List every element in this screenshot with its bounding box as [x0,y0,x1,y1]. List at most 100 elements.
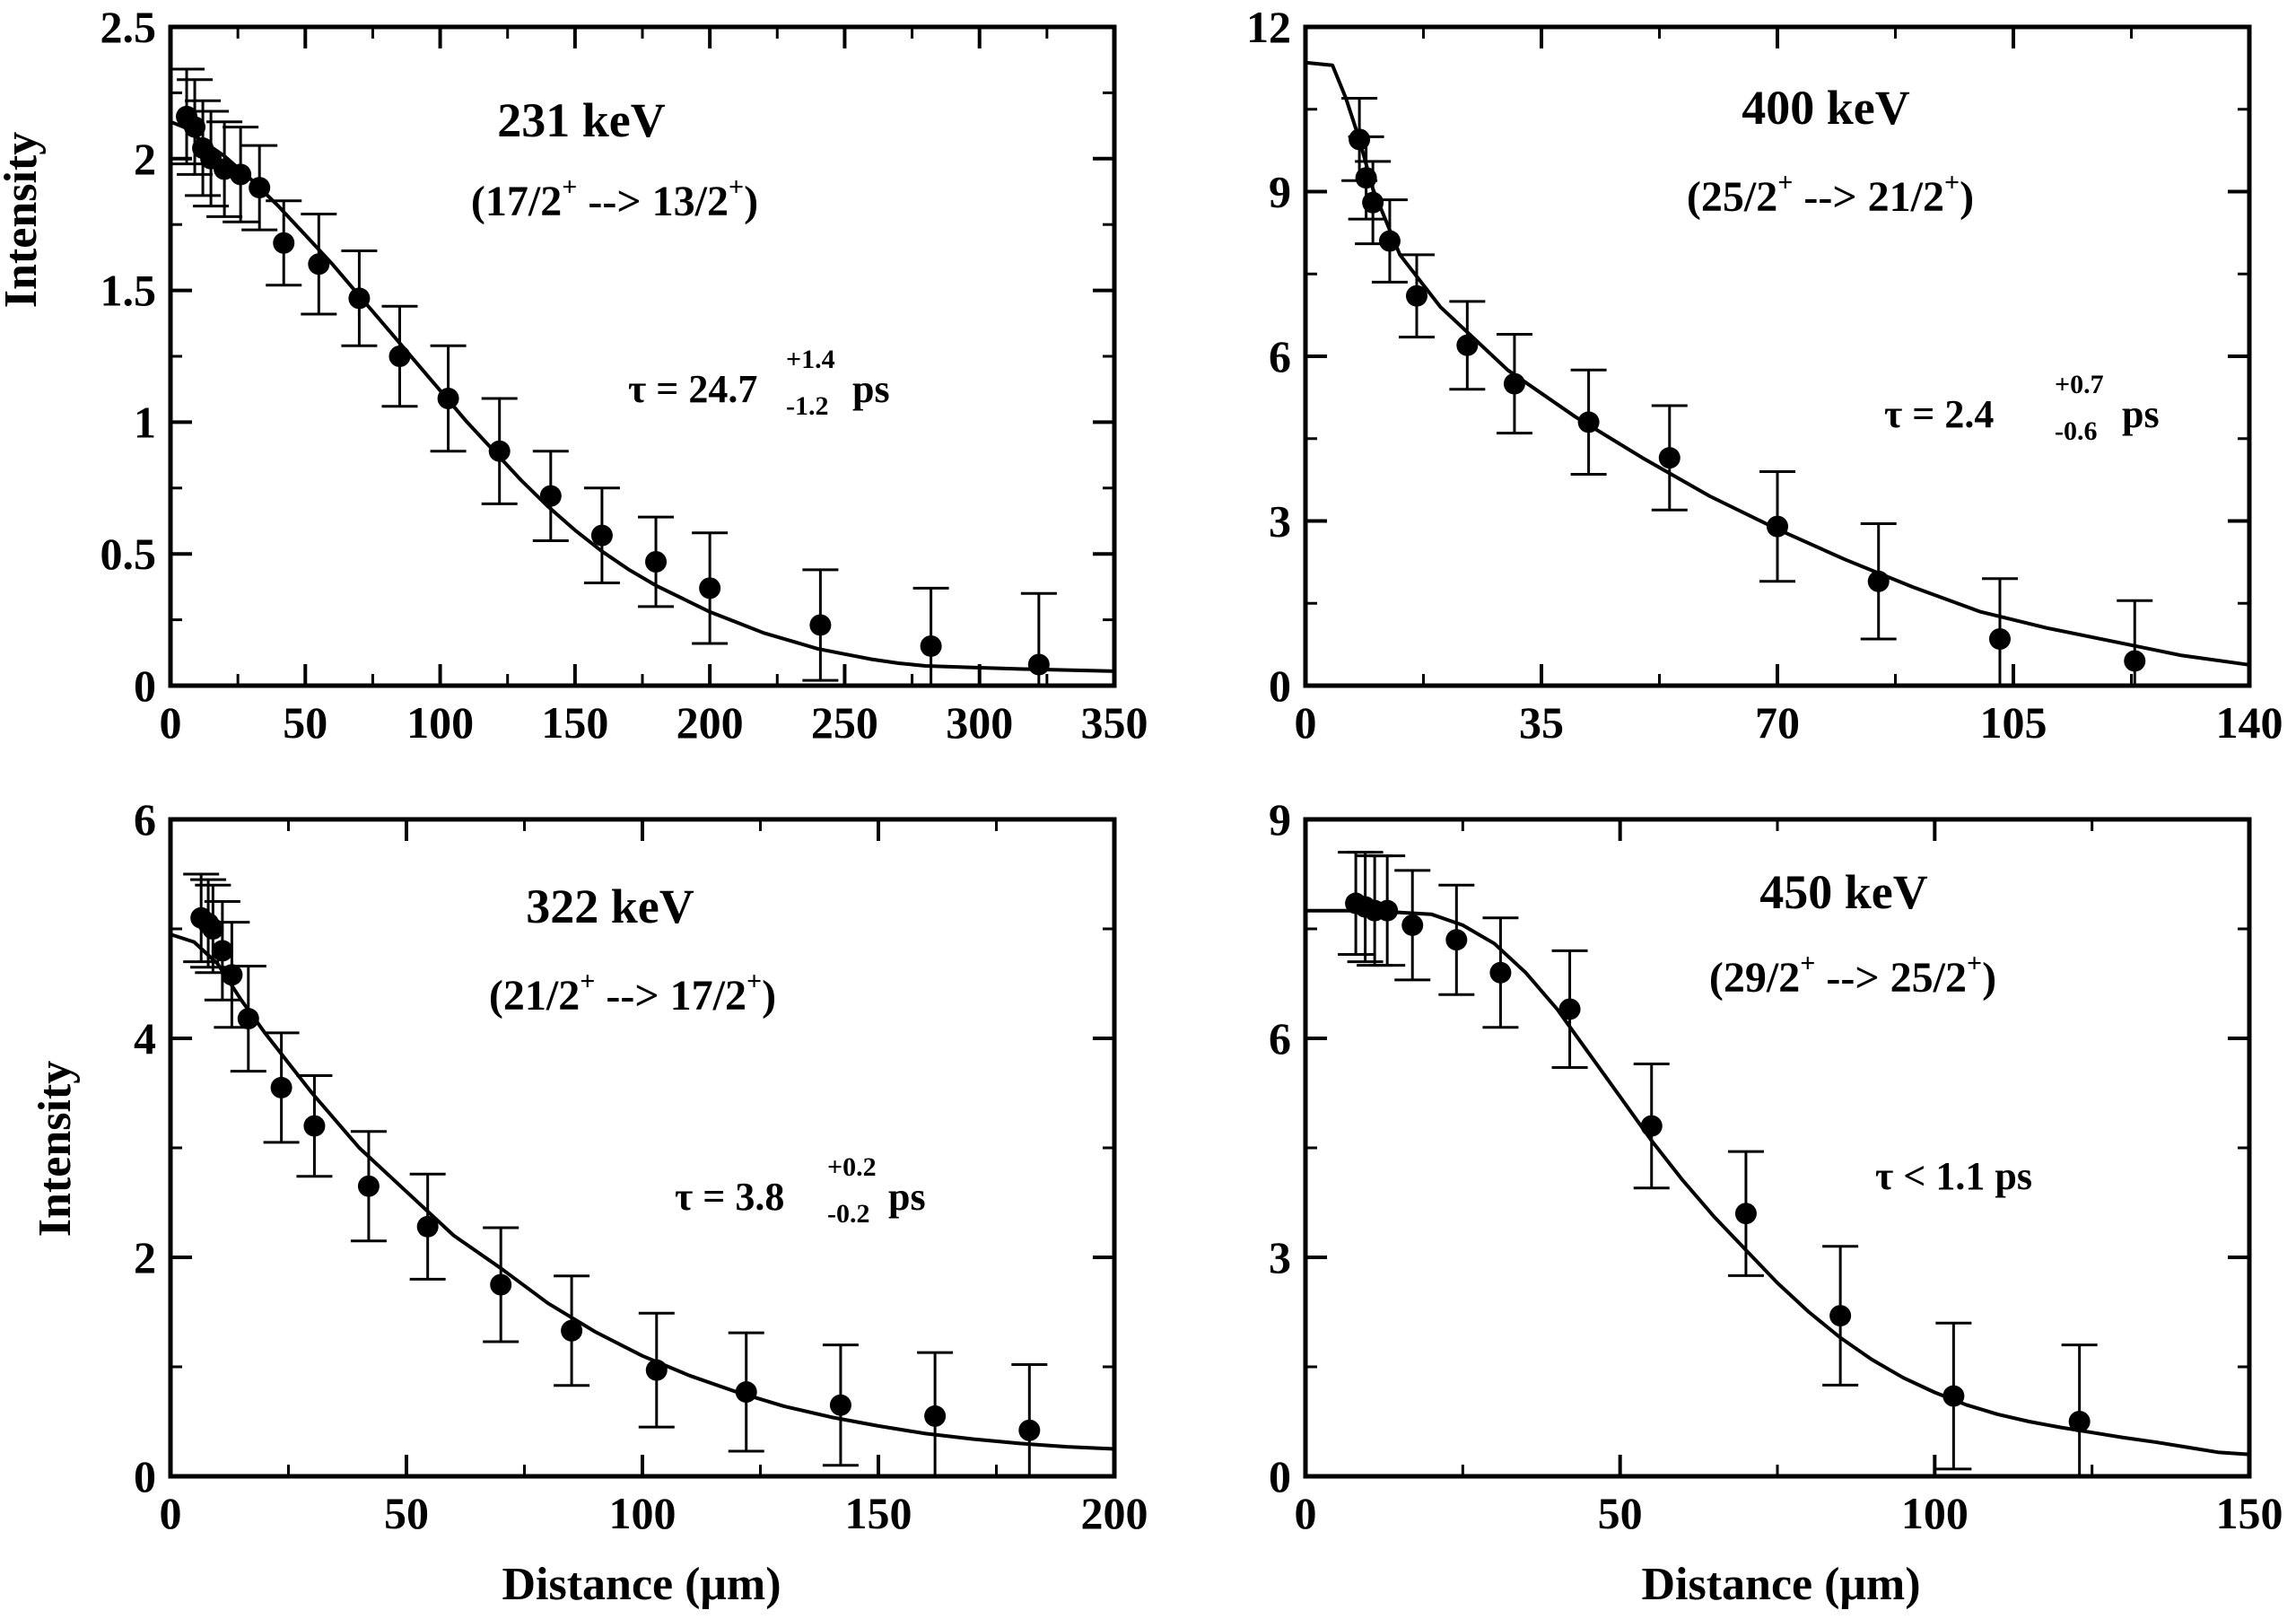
panel-400kev-data-point [1378,230,1401,252]
panel-322kev-ytick-label: 4 [134,1013,156,1063]
panel-322kev-xtick-label: 50 [384,1488,429,1538]
panel-400kev-xtick-label: 70 [1755,697,1800,748]
panel-322kev-xtick-label: 200 [1081,1488,1148,1538]
panel-231kev-ytick-label: 0 [134,661,156,711]
panel-450kev-energy: 450 keV [1759,865,1928,919]
panel-400kev-ticks: 0 35 70 105 140 0 3 6 9 12 [1246,2,2283,748]
panel-231kev-data-point [1027,653,1050,676]
panel-322kev-data-point [1018,1419,1041,1441]
panel-231kev-ytick-label: 1 [134,397,156,447]
svg-text:ps: ps [2122,392,2160,436]
panel-450kev-data-point [1558,998,1581,1020]
panel-450kev-data-point [1376,899,1399,922]
panel-400kev-tau: τ = 2.4 +0.7 -0.6 ps [1884,370,2160,446]
panel-322kev-data-point [237,1008,259,1030]
panel-231kev-xtick-label: 250 [811,697,878,748]
panel-400kev-data-point [1355,167,1377,189]
panel-450kev-data-point [1401,914,1424,936]
panel-231kev-ytick-label: 0.5 [100,529,157,579]
svg-text:+1.4: +1.4 [786,345,835,374]
panel-231kev-ytick-label: 2.5 [100,2,157,52]
panel-400kev-xtick-label: 35 [1519,697,1564,748]
panel-400kev-data-point [1867,570,1890,592]
svg-text:τ = 2.4: τ = 2.4 [1884,392,1994,436]
svg-text:+0.2: +0.2 [827,1152,877,1182]
panel-400kev-ytick-label: 0 [1269,661,1291,711]
panel-322kev-data-point [829,1394,851,1416]
panel-322kev-data-point [303,1115,326,1137]
panel-400kev-data-point [1658,447,1681,469]
panel-400kev-data-point [1767,515,1788,538]
panel-231kev-data-point [488,440,511,462]
panel-322kev-xtick-label: 150 [845,1488,912,1538]
panel-322kev-data-point [221,964,243,986]
panel-322kev-data-point [924,1405,947,1427]
panel-400kev-ytick-label: 3 [1269,496,1291,547]
panel-400kev-data-point [1503,372,1525,395]
panel-231kev-data-point [249,177,271,199]
panel-322kev-ylabel: Intensity [30,1061,81,1237]
panel-231kev-ytick-label: 2 [134,134,156,184]
panel-231kev-data-point [539,485,562,507]
panel-322kev-xtick-label: 100 [609,1488,677,1538]
panel-231kev-transition: (17/2+ --> 13/2+) [471,172,758,225]
panel-322kev-data-point [645,1359,668,1381]
panel-400kev-data-point [1349,128,1371,151]
panel-450kev-data-point [1489,961,1512,984]
panel-450kev-xtick-label: 100 [1901,1488,1969,1538]
svg-text:ps: ps [852,367,890,411]
panel-231kev-data-point [214,158,236,180]
svg-text:-0.2: -0.2 [827,1199,870,1229]
panel-450kev-data-point [1942,1385,1965,1407]
panel-231kev-data-point [437,387,459,409]
panel-322kev-data-point [490,1273,512,1296]
svg-text:τ = 24.7: τ = 24.7 [628,367,757,411]
panel-450kev-data-point [1734,1203,1757,1225]
panel-231kev-ylabel: Intensity [0,132,47,308]
panel-231kev-energy: 231 keV [497,93,666,147]
panel-400kev-ytick-label: 12 [1246,2,1291,52]
panel-400kev-data-point [1988,628,2011,651]
panel-450kev-xtick-label: 0 [1295,1488,1317,1538]
panel-400kev-ytick-label: 6 [1269,331,1291,381]
panel-450kev-data-point [1829,1305,1852,1327]
panel-450kev-xlabel: Distance (μm) [1641,1559,1920,1610]
panel-450kev-fit-curve [1305,908,2250,1457]
panel-231kev-data-point [388,346,411,367]
panel-231kev-xtick-label: 200 [677,697,744,748]
panel-322kev-ytick-label: 2 [134,1232,156,1282]
panel-450kev-ytick-label: 9 [1269,794,1291,845]
panel-400kev-xtick-label: 105 [1980,697,2047,748]
panel-231kev-data-point [590,524,613,547]
panel-322kev-xtick-label: 0 [160,1488,182,1538]
panel-322kev-data-point [735,1381,757,1404]
svg-text:τ = 3.8: τ = 3.8 [675,1175,784,1219]
panel-231kev-data-point [348,287,371,310]
svg-text:ps: ps [888,1175,926,1219]
panel-231kev-tau: τ = 24.7 +1.4 -1.2 ps [628,345,890,421]
panel-231kev-xtick-label: 300 [946,697,1013,748]
panel-322kev-data-point [211,940,233,962]
panel-322kev-data-point [357,1175,380,1197]
panel-400kev-data-point [1362,191,1384,214]
panel-450kev-data-point [2068,1411,2091,1432]
panel-231kev-data-point [809,614,832,636]
panel-450kev-data-point [1445,929,1468,951]
panel-231kev-data-point [184,116,206,138]
panel-322kev-ytick-label: 0 [134,1451,156,1501]
panel-231kev-data-point [920,634,942,657]
panel-231kev-ytick-label: 1.5 [100,266,157,316]
panel-450kev: 0 50 100 150 0 3 6 9 Distance (μm) 450 keV (29/… [1269,794,2283,1610]
panel-400kev-ytick-label: 9 [1269,167,1291,217]
panel-322kev: 0 50 100 150 200 0 2 4 6 Intensity Distance (μm)… [30,794,1148,1610]
panel-450kev-xtick-label: 150 [2216,1488,2283,1538]
panel-450kev-transition: (29/2+ --> 25/2+) [1709,949,1996,1002]
panel-231kev-data-point [308,253,330,276]
panel-400kev-transition: (25/2+ --> 21/2+) [1687,168,1974,221]
panel-400kev-xtick-label: 140 [2216,697,2283,748]
panel-231kev: 0 50 100 150 200 250 300 350 0 0.5 1 1.5 2 2.5 Intens… [0,2,1148,748]
panel-400kev-xtick-label: 0 [1295,697,1317,748]
panel-231kev-data-point [699,577,721,599]
panel-450kev-xtick-label: 50 [1598,1488,1643,1538]
